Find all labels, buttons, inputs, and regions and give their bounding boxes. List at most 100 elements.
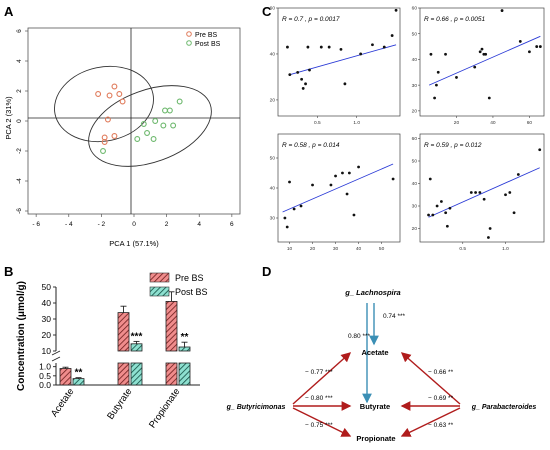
pre-bs-ellipse [54,65,154,143]
post-bs-point [166,107,173,114]
correlation-point [538,45,542,48]
correlation-point [448,206,452,210]
panel-label-b: B [4,264,13,279]
correlation-point [394,8,398,12]
edge-label-parabacteroides-butyrate: − 0.69 ** [428,395,454,402]
correlation-point [285,225,289,229]
correlation-y-tick-label: 50 [270,156,276,162]
correlation-point [445,224,449,228]
bar-category-label: Acetate [49,386,76,419]
correlation-y-tick-label: 50 [412,159,418,165]
correlation-y-tick-label: 30 [412,204,418,210]
correlation-point [329,183,333,187]
correlation-point [439,200,443,203]
correlation-frame [277,7,401,117]
post-bs-point [176,98,183,105]
correlation-point [435,204,439,208]
pca-xlabel: PCA 1 (57.1%) [109,239,159,248]
correlation-annotation: R = 0.58 , p = 0.014 [282,142,340,149]
correlation-y-tick-label: 60 [412,136,418,142]
post-bs-point [134,136,141,142]
correlation-x-tick-label: 20 [454,120,460,126]
significance-marker: ** [75,368,83,379]
bar-lower-tick-label: 1.0 [39,362,51,372]
edge-parabacteroides-acetate [400,352,461,405]
pca-x-tick-label: 2 [165,221,169,228]
post-bs-bar-acetate [72,378,85,386]
pca-y-tick-label: -6 [16,208,23,214]
bar-upper-tick-label: 50 [42,282,52,292]
correlation-point [528,50,531,54]
correlation-point [296,70,300,74]
correlation-point [518,40,522,43]
pca-ylabel: PCA 2 (31%) [4,96,13,140]
correlation-point [382,45,386,49]
correlation-subplot-1: 0.5 1.0 20 40 60 R = 0.7 , p = 0.0017 [270,6,401,126]
correlation-y-tick-label: 20 [270,98,276,104]
correlation-point [428,177,432,181]
edge-label-parabacteroides-acetate: − 0.66 ** [428,369,454,376]
correlation-point [341,171,344,175]
correlation-point [283,216,287,220]
correlation-x-tick-label: 0.5 [314,120,321,126]
correlation-point [488,227,492,230]
correlation-frame [419,7,545,117]
correlation-point [300,77,304,81]
post-bs-bar-propionate-upper [178,346,191,352]
pre-bs-point [101,139,108,145]
correlation-point [516,173,520,176]
correlation-subplot-2: 20 40 60 20 30 40 50 60 R = 0.66 , p = 0.0051 [412,6,545,126]
bar-upper-tick-label: 10 [42,346,52,356]
correlation-y-tick-label: 30 [270,216,276,222]
post-bs-point [162,107,168,114]
pca-legend-pre-bs: Pre BS [195,32,218,39]
pre-bs-point [111,83,118,90]
legend-marker-pre-bs [186,31,192,37]
correlation-point [444,211,448,215]
axis-break-top [51,350,61,356]
pre-bs-bar-propionate-upper [165,300,178,352]
correlation-point [455,76,458,79]
correlation-point [478,191,482,194]
correlation-point [306,45,310,49]
edge-label-lachnospira-acetate: 0.74 *** [383,313,406,320]
correlation-y-tick-label: 50 [412,31,418,37]
correlation-point [436,70,440,74]
correlation-point [535,45,539,48]
correlation-point [343,82,347,86]
correlation-x-tick-label: 60 [527,120,533,126]
bar-legend-post-bs: Post BS [175,287,208,297]
correlation-y-tick-label: 40 [270,52,276,58]
correlation-point [352,213,356,217]
correlation-point [327,45,331,49]
correlation-point [288,73,292,77]
correlation-y-tick-label: 20 [412,109,418,115]
pca-x-tick-label: 0 [132,221,136,228]
panel-label-d: D [262,264,271,279]
pre-bs-point [95,91,102,97]
regression-line [282,163,394,213]
correlation-point [390,34,394,37]
bar-upper-tick-label: 30 [42,314,52,324]
edge-butyricimonas-propionate [292,407,352,437]
correlation-point [480,47,484,51]
regression-line [428,167,540,218]
correlation-point [487,96,491,100]
correlation-point [311,183,314,187]
post-bs-bar-propionate-lower [178,362,191,386]
significance-marker: ** [181,332,189,343]
correlation-point [301,87,305,90]
edge-parabacteroides-propionate [400,407,461,437]
correlation-point [299,204,303,208]
correlation-x-tick-label: 40 [490,120,496,126]
node-lachnospira: g_ Lachnospira [344,288,400,297]
significance-marker: *** [131,331,143,342]
correlation-x-tick-label: 20 [310,246,316,252]
pca-x-tick-label: - 2 [98,221,106,228]
bar-ylabel: Concentration (μmol/g) [16,281,27,391]
panel-label-c: C [262,4,272,19]
pca-y-tick-label: 6 [16,29,23,33]
pre-bs-bar-propionate-lower [165,362,178,386]
post-bs-point [144,130,150,136]
